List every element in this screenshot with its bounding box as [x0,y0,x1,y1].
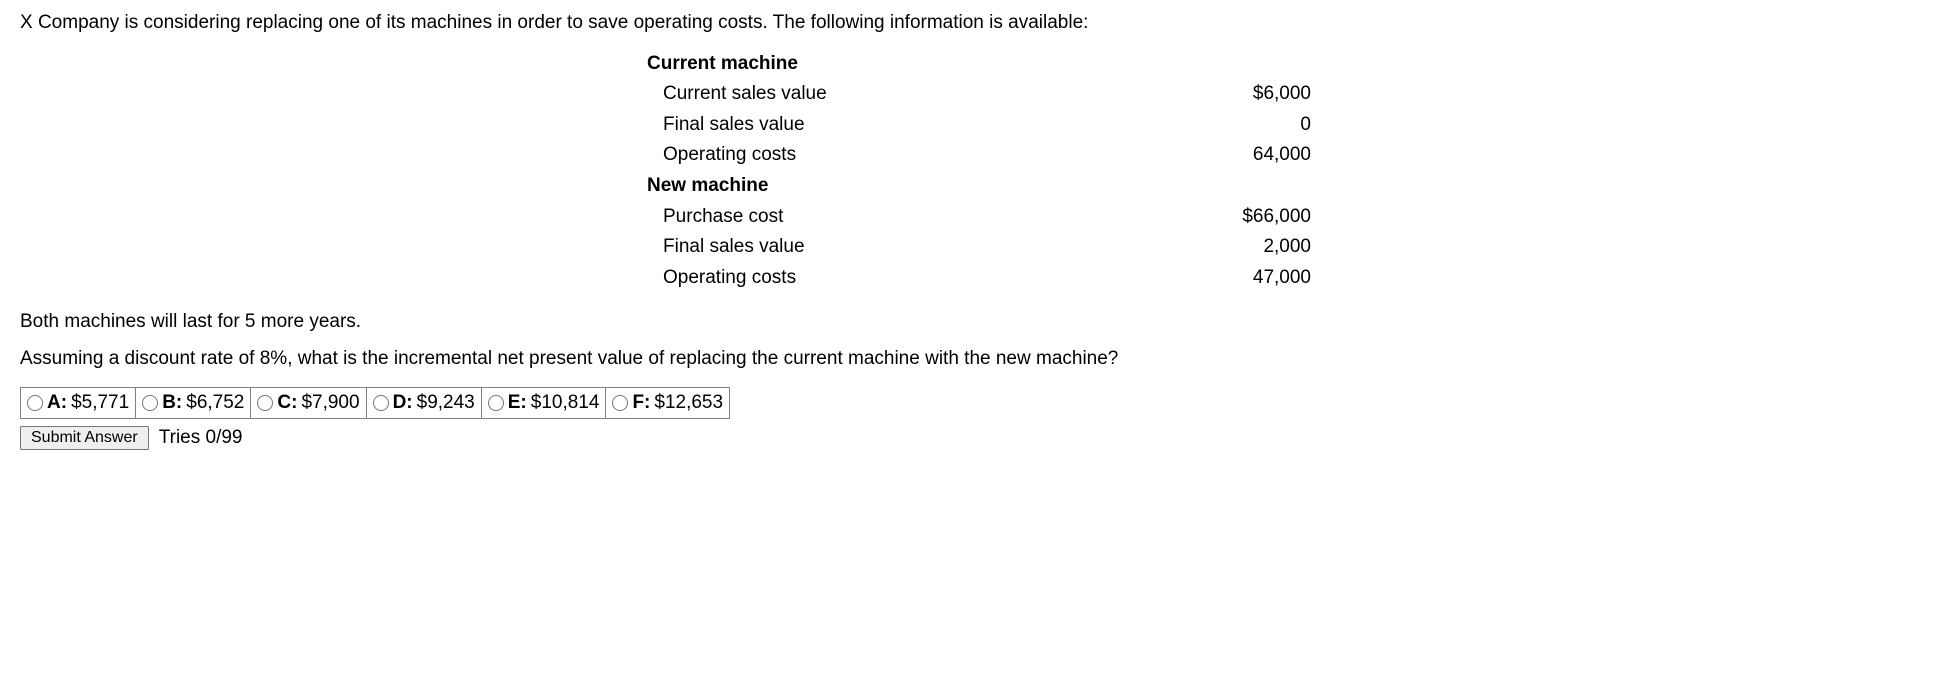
row-value: $6,000 [1114,79,1319,110]
row-label: Purchase cost [639,202,1114,233]
option-c-letter: C: [277,390,297,417]
table-row: Current sales value $6,000 [639,79,1319,110]
option-f[interactable]: F: $12,653 [605,387,730,420]
row-value: 47,000 [1114,263,1319,294]
option-f-radio[interactable] [612,395,628,411]
option-e-letter: E: [508,390,527,417]
option-a-radio[interactable] [27,395,43,411]
answer-options: A: $5,771 B: $6,752 C: $7,900 D: $9,243 … [20,387,1938,420]
option-f-value: $12,653 [654,390,723,417]
new-machine-header-label: New machine [639,171,1114,202]
question-prompt: Assuming a discount rate of 8%, what is … [20,346,1938,373]
new-machine-header: New machine [639,171,1319,202]
option-d-value: $9,243 [417,390,475,417]
table-row: Final sales value 2,000 [639,232,1319,263]
option-a[interactable]: A: $5,771 [20,387,136,420]
row-label: Operating costs [639,263,1114,294]
row-label: Current sales value [639,79,1114,110]
option-d-letter: D: [393,390,413,417]
table-row: Purchase cost $66,000 [639,202,1319,233]
row-label: Final sales value [639,110,1114,141]
table-row: Operating costs 47,000 [639,263,1319,294]
option-c-value: $7,900 [301,390,359,417]
option-f-letter: F: [632,390,650,417]
current-machine-header: Current machine [639,49,1319,80]
submit-answer-button[interactable]: Submit Answer [20,426,149,450]
option-a-letter: A: [47,390,67,417]
table-row: Final sales value 0 [639,110,1319,141]
option-b-value: $6,752 [186,390,244,417]
current-machine-header-label: Current machine [639,49,1114,80]
option-b[interactable]: B: $6,752 [135,387,251,420]
option-c-radio[interactable] [257,395,273,411]
submit-row: Submit Answer Tries 0/99 [20,425,1938,452]
option-a-value: $5,771 [71,390,129,417]
option-d[interactable]: D: $9,243 [366,387,482,420]
row-value: 64,000 [1114,140,1319,171]
option-e-radio[interactable] [488,395,504,411]
table-row: Operating costs 64,000 [639,140,1319,171]
question-intro: X Company is considering replacing one o… [20,10,1938,37]
row-label: Operating costs [639,140,1114,171]
row-value: 0 [1114,110,1319,141]
machine-data-table: Current machine Current sales value $6,0… [639,49,1319,294]
row-value: 2,000 [1114,232,1319,263]
option-e-value: $10,814 [531,390,600,417]
option-c[interactable]: C: $7,900 [250,387,366,420]
option-e[interactable]: E: $10,814 [481,387,607,420]
option-b-letter: B: [162,390,182,417]
option-d-radio[interactable] [373,395,389,411]
row-label: Final sales value [639,232,1114,263]
tries-text: Tries 0/99 [159,425,243,452]
row-value: $66,000 [1114,202,1319,233]
context-text: Both machines will last for 5 more years… [20,309,1938,336]
option-b-radio[interactable] [142,395,158,411]
